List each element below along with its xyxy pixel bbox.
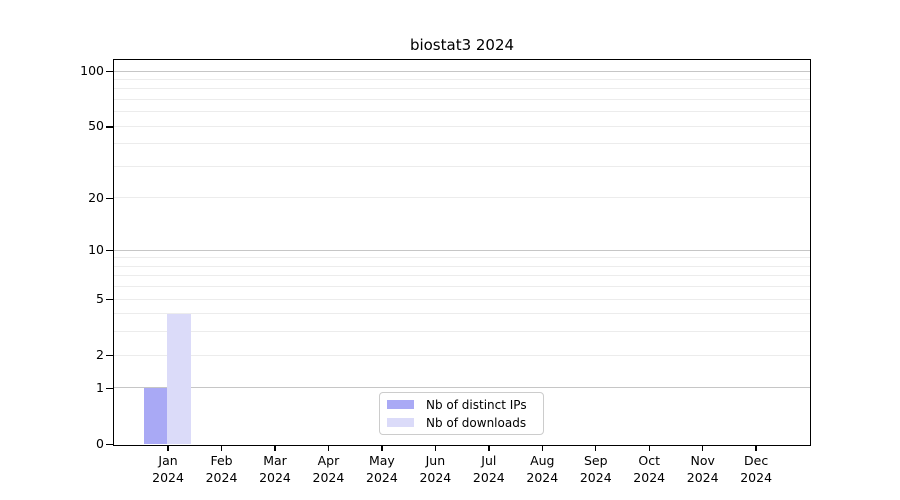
minor-gridline-70 [114, 98, 810, 100]
y-tick-label-50: 50 [88, 118, 104, 134]
x-tick-label-aug: Aug 2024 [526, 453, 559, 485]
x-tick-mark-apr [327, 446, 330, 451]
x-tick-mark-nov [701, 446, 704, 451]
x-tick-mark-jan [167, 446, 169, 451]
chart-title: biostat3 2024 [409, 36, 515, 54]
x-tick-mark-jun [434, 446, 437, 451]
legend: Nb of distinct IPs Nb of downloads [379, 392, 544, 435]
x-tick-label-jul: Jul 2024 [472, 453, 505, 485]
x-tick-mark-mar [274, 446, 276, 451]
bar-jan-downloads [167, 313, 191, 444]
x-tick-mark-jul [488, 446, 490, 451]
plot-inner [114, 60, 810, 445]
x-tick-mark-oct [648, 446, 650, 451]
minor-gridline-7 [114, 275, 810, 277]
plot-area [113, 59, 811, 446]
legend-entry-downloads: Nb of downloads [387, 416, 536, 430]
distinct-ips-swatch-icon [387, 400, 414, 409]
minor-gridline-6 [114, 286, 810, 288]
bar-jan-distinct-ips [144, 387, 168, 444]
y-tick-mark-1 [106, 387, 113, 390]
x-tick-mark-may [381, 446, 383, 451]
minor-gridline-4 [114, 313, 810, 315]
x-tick-mark-aug [541, 446, 543, 451]
x-tick-mark-sep [595, 446, 597, 451]
minor-gridline-50 [114, 125, 810, 127]
x-tick-label-jun: Jun 2024 [419, 453, 452, 485]
y-tick-label-5: 5 [96, 291, 104, 307]
x-tick-label-mar: Mar 2024 [259, 453, 291, 485]
x-tick-label-may: May 2024 [366, 453, 398, 485]
legend-entry-distinct-ips: Nb of distinct IPs [387, 398, 536, 412]
minor-gridline-90 [114, 78, 810, 80]
x-tick-label-apr: Apr 2024 [312, 453, 345, 485]
x-tick-mark-feb [220, 446, 223, 451]
y-tick-label-2: 2 [96, 347, 104, 363]
y-tick-label-0: 0 [96, 436, 104, 452]
major-gridline-1 [114, 387, 810, 389]
minor-gridline-60 [114, 111, 810, 113]
legend-label-distinct-ips: Nb of distinct IPs [426, 397, 527, 412]
minor-gridline-9 [114, 257, 810, 259]
downloads-swatch-icon [387, 418, 414, 427]
y-tick-label-10: 10 [88, 242, 104, 258]
minor-gridline-2 [114, 354, 810, 356]
minor-gridline-40 [114, 143, 810, 145]
x-tick-label-jan: Jan 2024 [152, 453, 184, 485]
y-tick-mark-2 [106, 355, 113, 357]
x-tick-label-sep: Sep 2024 [579, 453, 612, 485]
y-tick-label-100: 100 [80, 63, 104, 79]
y-tick-mark-10 [106, 250, 113, 252]
minor-gridline-20 [114, 197, 810, 199]
minor-gridline-5 [114, 298, 810, 300]
x-tick-label-feb: Feb 2024 [205, 453, 238, 485]
minor-gridline-30 [114, 165, 810, 167]
minor-gridline-3 [114, 331, 810, 333]
y-tick-mark-5 [106, 299, 113, 301]
x-tick-label-oct: Oct 2024 [633, 453, 666, 485]
x-tick-mark-dec [755, 446, 757, 451]
y-tick-label-20: 20 [88, 190, 104, 206]
minor-gridline-8 [114, 265, 810, 267]
x-tick-label-nov: Nov 2024 [686, 453, 719, 485]
x-tick-label-dec: Dec 2024 [740, 453, 773, 485]
y-tick-mark-20 [106, 197, 113, 200]
y-tick-label-1: 1 [96, 380, 104, 396]
legend-label-downloads: Nb of downloads [426, 415, 527, 430]
major-gridline-100 [114, 70, 810, 72]
minor-gridline-80 [114, 88, 810, 90]
major-gridline-10 [114, 249, 810, 251]
y-tick-mark-0 [106, 443, 113, 446]
y-tick-mark-100 [106, 70, 113, 73]
y-tick-mark-50 [106, 126, 113, 128]
